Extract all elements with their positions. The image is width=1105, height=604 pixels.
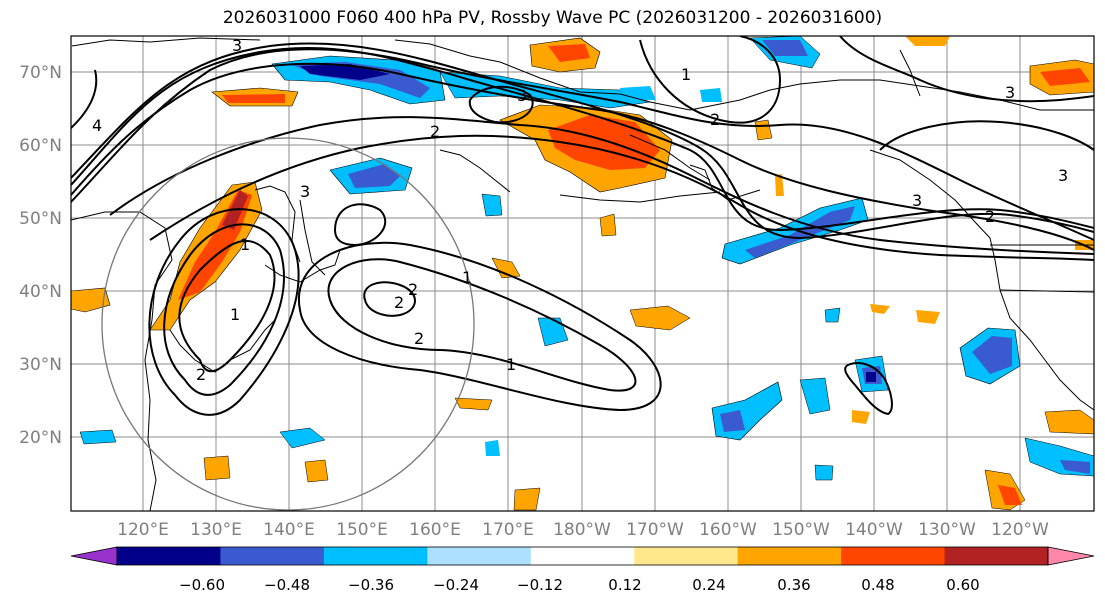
- contour-label: 2: [430, 122, 440, 141]
- contour-label: 1: [681, 65, 691, 84]
- lon-label: 170°W: [626, 520, 684, 540]
- lat-label: 70°N: [19, 63, 62, 83]
- colorbar-tick: 0.36: [777, 576, 810, 594]
- contour-label: 1: [462, 268, 472, 287]
- pv-anomaly-fill: [71, 36, 1094, 511]
- contour-label: 2: [408, 280, 418, 299]
- lon-label: 170°E: [482, 520, 534, 540]
- colorbar-tick: −0.24: [433, 576, 479, 594]
- lon-label: 150°W: [772, 520, 830, 540]
- colorbar-segment: [427, 547, 532, 565]
- lon-label: 140°W: [845, 520, 903, 540]
- contour-label: 2: [710, 110, 720, 129]
- colorbar-tick: 0.48: [861, 576, 894, 594]
- colorbar-tick: 0.60: [946, 576, 979, 594]
- colorbar-tick: −0.12: [517, 576, 563, 594]
- lon-label: 130°E: [190, 520, 242, 540]
- colorbar-tick: −0.36: [348, 576, 394, 594]
- contour-label: 3: [912, 191, 922, 210]
- colorbar-segment: [323, 547, 428, 565]
- lon-label: 150°E: [336, 520, 388, 540]
- lon-label: 130°W: [918, 520, 976, 540]
- colorbar-segment: [944, 547, 1049, 565]
- colorbar-tick: −0.60: [179, 576, 225, 594]
- lon-label: 140°E: [263, 520, 315, 540]
- colorbar-tick: −0.48: [264, 576, 310, 594]
- lat-label: 40°N: [19, 282, 62, 302]
- contour-label: 3: [517, 86, 527, 105]
- contour-label: 4: [92, 116, 102, 135]
- radius-circle: [101, 137, 475, 511]
- contour-label: 2: [196, 365, 206, 384]
- contour-label: 3: [232, 36, 242, 55]
- colorbar-segment: [117, 547, 221, 565]
- colorbar-left-extension: [70, 546, 118, 566]
- colorbar-segment: [634, 547, 739, 565]
- contour-label: 3: [300, 182, 310, 201]
- colorbar-segment: [220, 547, 325, 565]
- contour-label: 2: [394, 293, 404, 312]
- longitude-labels: 120°E 130°E 140°E 150°E 160°E 170°E 180°…: [117, 520, 1049, 540]
- colorbar-tick: 0.24: [692, 576, 725, 594]
- lon-label: 120°W: [991, 520, 1049, 540]
- contour-label-group: 3 4 3 1 2 3 3 2 1 2 2 1 2 3 2 1 1 2 3: [92, 36, 1068, 384]
- latitude-labels: 70°N 60°N 50°N 40°N 30°N 20°N: [19, 63, 62, 448]
- lat-label: 30°N: [19, 355, 62, 375]
- map-border: [70, 35, 1095, 512]
- colorbar-segment: [530, 547, 635, 565]
- pv-contours: [71, 36, 1094, 416]
- colorbar: −0.60 −0.48 −0.36 −0.24 −0.12 0.12 0.24 …: [70, 546, 1095, 594]
- colorbar-segment: [841, 547, 946, 565]
- contour-label: 3: [1005, 83, 1015, 102]
- colorbar-outline: [116, 546, 1049, 566]
- lon-label: 160°W: [699, 520, 757, 540]
- lat-label: 60°N: [19, 136, 62, 156]
- lat-label: 50°N: [19, 209, 62, 229]
- contour-label: 3: [1058, 166, 1068, 185]
- lon-label: 180°W: [553, 520, 611, 540]
- lon-label: 160°E: [409, 520, 461, 540]
- contour-label: 2: [414, 329, 424, 348]
- contour-label: 1: [240, 235, 250, 254]
- lat-label: 20°N: [19, 428, 62, 448]
- colorbar-segment: [737, 547, 842, 565]
- map-title: 2026031000 F060 400 hPa PV, Rossby Wave …: [222, 8, 883, 28]
- colorbar-tick: 0.12: [608, 576, 641, 594]
- contour-label: 1: [506, 355, 516, 374]
- colorbar-segments: [117, 547, 1049, 565]
- contour-label: 1: [230, 305, 240, 324]
- coastlines: [71, 37, 1094, 511]
- contour-label: 2: [985, 207, 995, 226]
- colorbar-tick-labels: −0.60 −0.48 −0.36 −0.24 −0.12 0.12 0.24 …: [179, 576, 980, 594]
- lon-label: 120°E: [117, 520, 169, 540]
- colorbar-right-extension: [1047, 546, 1095, 566]
